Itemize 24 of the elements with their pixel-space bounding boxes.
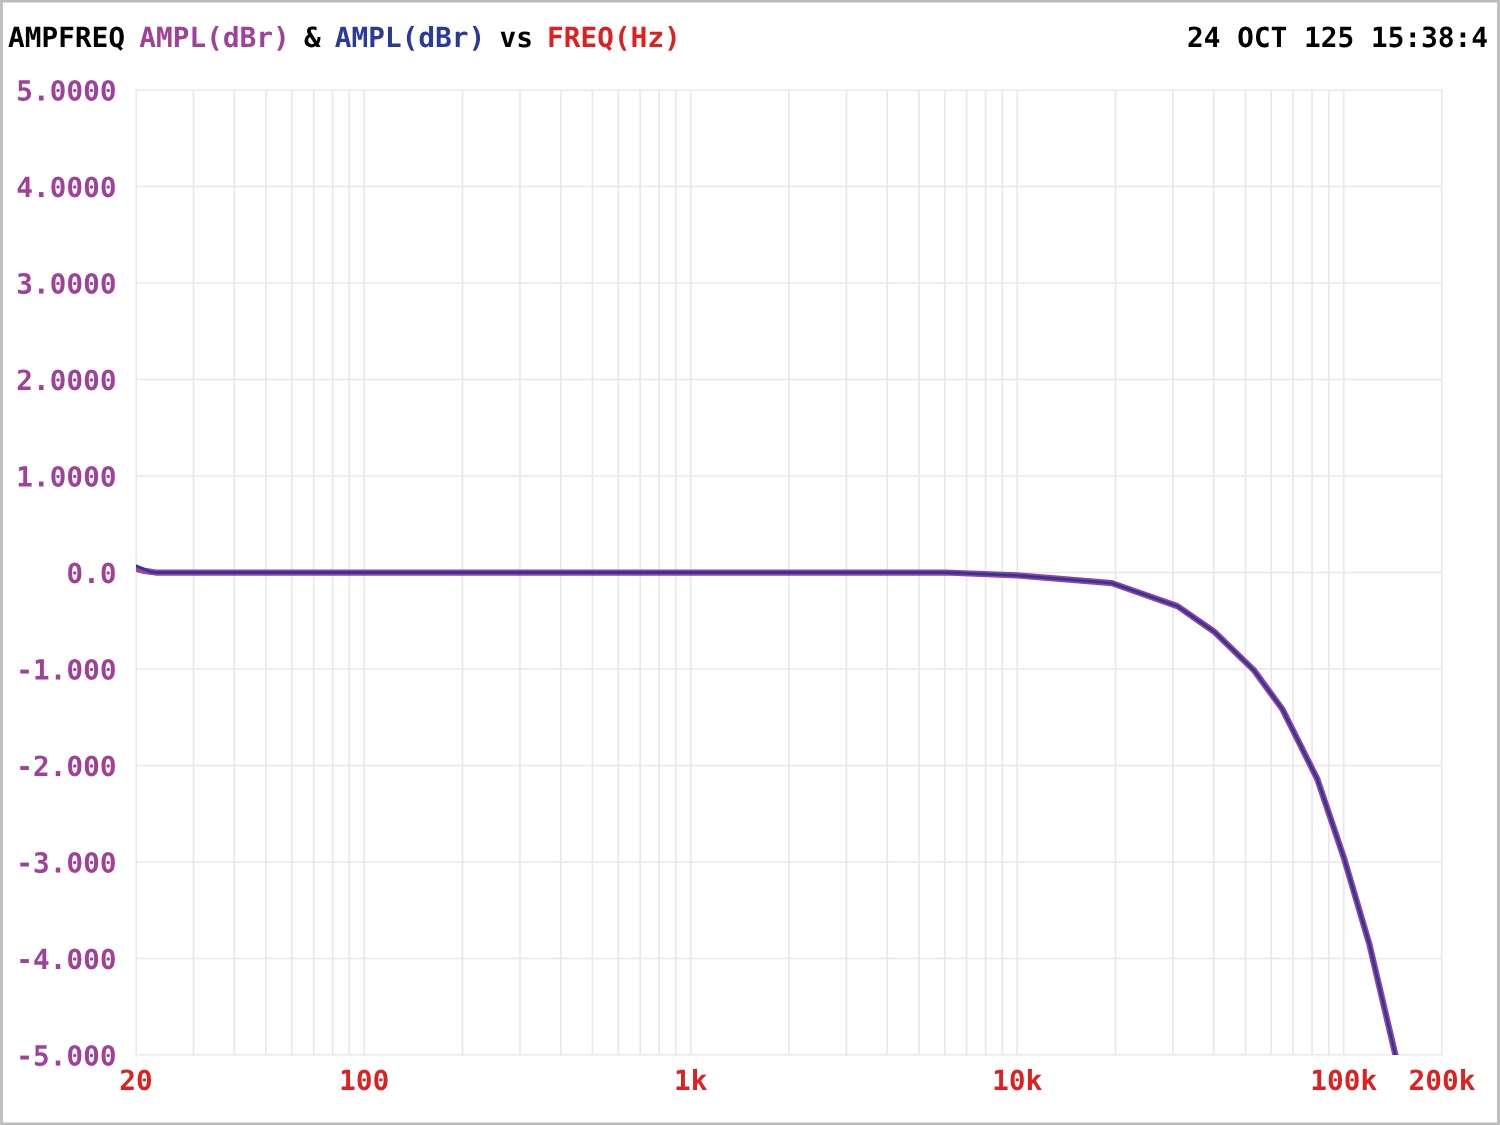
y-tick-label: 3.0000 — [17, 272, 115, 294]
text: 24 OCT 125 15:38:4 — [1188, 26, 1487, 48]
x-tick-label: 100k — [1312, 1068, 1377, 1091]
x-tick-label: 100 — [341, 1069, 388, 1091]
y-tick-label: -4.000 — [20, 948, 115, 970]
text: AMPL(dBr) — [335, 25, 481, 51]
y-tick-label: 2.0000 — [17, 369, 115, 391]
x-tick-label: 10k — [994, 1068, 1042, 1091]
x-tick-label: 20 — [120, 1069, 152, 1091]
chart-title: AMPFREQ — [8, 26, 124, 51]
y-tick-label: 0.0 — [68, 562, 115, 584]
y-tick-label: -3.000 — [20, 851, 115, 873]
y-tick-label: -1.000 — [20, 658, 115, 680]
y-tick-label: 4.0000 — [17, 176, 115, 198]
text: & — [304, 26, 321, 48]
x-axis-title: FREQ(Hz) — [549, 25, 676, 51]
y-tick-label: -5.000 — [20, 1044, 115, 1066]
text: AMPL(dBr) — [139, 25, 285, 51]
y-tick-label: 1.0000 — [18, 465, 115, 487]
text: vs — [500, 31, 531, 48]
y-tick-label: -2.000 — [20, 755, 115, 777]
x-tick-label: 200k — [1410, 1068, 1475, 1091]
y-tick-label: 5.0000 — [18, 79, 115, 101]
x-tick-label: 1k — [676, 1068, 707, 1090]
